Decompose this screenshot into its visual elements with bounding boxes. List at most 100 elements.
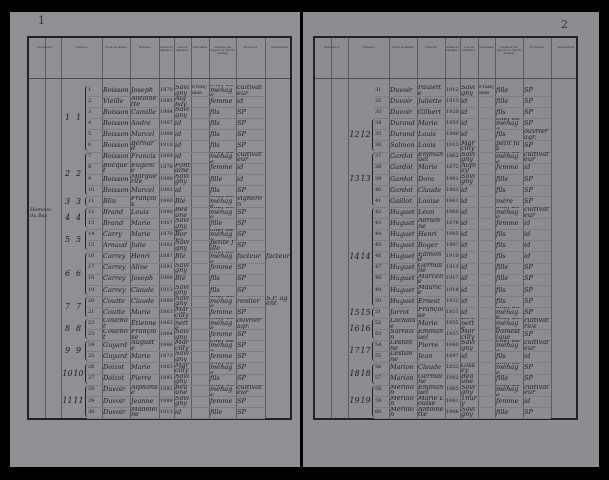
column-divider (102, 38, 103, 418)
first-name: Françoise (418, 307, 444, 318)
household-role: chef de ménage (210, 196, 234, 207)
row-number: 53 (375, 330, 382, 337)
household-role: chef de ménage (496, 363, 520, 374)
birthplace: La Borne (175, 229, 187, 241)
first-name: Jean (418, 352, 433, 361)
profession: SP (524, 374, 533, 383)
nationality (479, 285, 494, 296)
row-number: 19 (88, 286, 95, 293)
house-number: 7 (64, 302, 71, 311)
surname: Doizot (103, 374, 125, 383)
birthplace: Marcilly (175, 307, 189, 318)
profession: cultivatrice (524, 318, 549, 330)
observation (552, 185, 577, 196)
birth-year: 1855 (446, 319, 459, 326)
surname: Boisson (103, 130, 129, 139)
nationality (192, 196, 208, 207)
column-header: Observations (556, 46, 575, 49)
row-rule (87, 229, 265, 231)
birthplace: Savigny (175, 262, 190, 274)
profession: cultivateur (237, 151, 262, 163)
household-role: fils (210, 185, 220, 194)
household-role: femme (210, 263, 233, 272)
first-name: Francis (131, 152, 156, 161)
birthplace: Beaune (461, 373, 474, 385)
household-role: fils (496, 252, 506, 261)
row-number: 21 (88, 308, 95, 315)
first-name: Jeanne (131, 396, 154, 405)
nationality (192, 163, 208, 174)
profession: SP (524, 96, 533, 105)
row-number: 10 (88, 186, 95, 193)
row-rule (374, 184, 551, 186)
first-name: Roger (418, 241, 438, 250)
birth-year: 1872 (446, 164, 459, 171)
observation (552, 374, 577, 385)
observation (266, 307, 291, 318)
house-number: 17 (349, 346, 360, 356)
row-rule (87, 151, 265, 153)
birth-year: 1906 (446, 408, 459, 415)
first-name: Françoise (131, 329, 157, 341)
column-header: Prénoms (425, 46, 437, 49)
birthplace: id (175, 130, 182, 139)
household-bracket (85, 208, 88, 229)
profession: id (524, 352, 531, 361)
birthplace: Thury (461, 395, 477, 407)
observation: facteur (266, 252, 290, 261)
row-number: 55 (375, 353, 382, 360)
first-name: Gilbert (418, 107, 442, 116)
household-bracket (85, 197, 88, 207)
row-number: 32 (375, 97, 382, 104)
surname: Brand (103, 218, 124, 227)
observation: S.P. agent (266, 295, 288, 307)
row-rule (374, 229, 551, 231)
column-header: Profession (243, 46, 258, 49)
birth-year: 1870 (160, 86, 173, 93)
birthplace: id (461, 263, 468, 272)
first-name: Pierre (131, 374, 152, 383)
row-rule (374, 151, 551, 153)
row-number: 11 (88, 197, 95, 204)
observation (266, 152, 291, 163)
household-bracket (372, 319, 375, 340)
house-number: 11 (62, 396, 73, 406)
observation (266, 185, 291, 196)
right-page: 2 Désignation Numéros Noms de famille Préno… (303, 12, 599, 467)
household-role: fils (210, 107, 220, 116)
observation (552, 107, 577, 118)
profession: SP (524, 363, 533, 372)
column-divider (445, 38, 446, 418)
birthplace: Savigny (175, 395, 190, 407)
household-number: 3 (75, 196, 82, 206)
first-name: Antoinette (131, 96, 157, 108)
birth-year: 1862 (446, 153, 459, 160)
birthplace: Gissey (461, 362, 475, 374)
observation (552, 396, 577, 407)
birth-year: 1920 (446, 108, 459, 115)
first-name: Louis (418, 130, 436, 139)
observation (552, 141, 577, 152)
row-number: 52 (375, 319, 382, 326)
household-role: femme (210, 329, 233, 338)
row-rule (87, 162, 265, 164)
house-number: 16 (349, 324, 360, 334)
row-rule (87, 96, 265, 97)
row-number: 54 (375, 342, 382, 349)
household-role: chef de ménage (496, 307, 520, 318)
birthplace: Fontaine (175, 162, 190, 174)
house-number: 6 (64, 268, 71, 278)
observation (552, 351, 577, 362)
household-role: fils (496, 130, 506, 139)
column-header: Lieu de naissance (176, 46, 189, 52)
row-number: 22 (88, 319, 95, 326)
birthplace: id (175, 141, 182, 150)
observation (552, 263, 577, 274)
household-number: 15 (360, 307, 371, 317)
household-role: chef de ménage (496, 318, 520, 330)
household-number: 5 (75, 235, 82, 245)
house-number: 4 (64, 213, 71, 223)
household-role: fille (496, 407, 509, 416)
household-number: 1 (75, 113, 82, 123)
column-header: Noms de famille (392, 46, 414, 49)
